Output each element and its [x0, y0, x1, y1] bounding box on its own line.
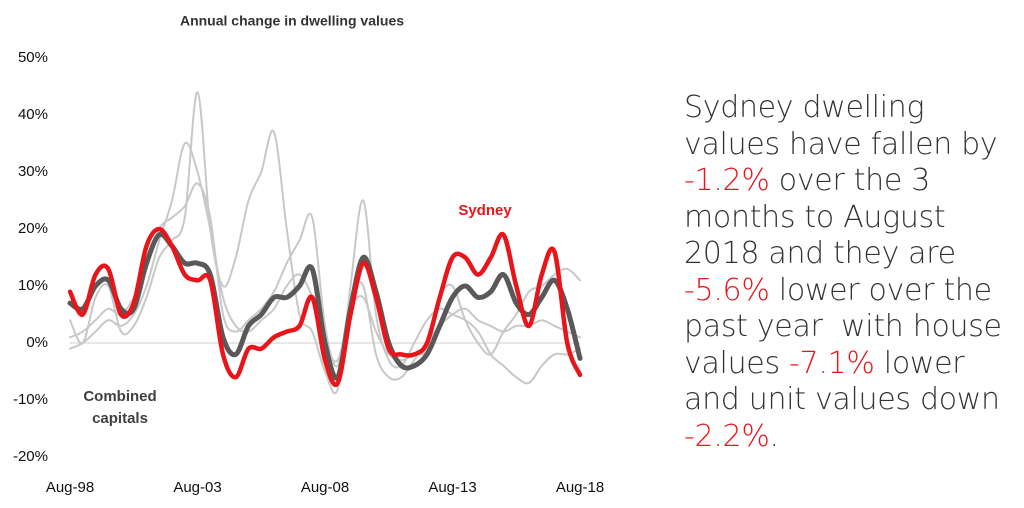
series-line [67, 226, 583, 387]
series-label: Sydney [458, 202, 512, 219]
callout-segment: -1.2% [684, 163, 770, 198]
callout-segment: -7.1% [789, 345, 875, 381]
callout-segment: -2.2% [684, 418, 770, 454]
y-tick-label: 40% [18, 106, 48, 123]
x-tick-label: Aug-18 [556, 479, 604, 496]
callout-segment: . [769, 418, 780, 454]
callout-segment: Sydney dwelling values have fallen by [684, 90, 1007, 162]
callout-segment: -5.6% [684, 272, 770, 308]
y-tick-label: 20% [18, 220, 48, 237]
callout-segment: over the 3 months to August 2018 and the… [684, 163, 966, 271]
y-tick-label: 0% [26, 334, 48, 351]
callout-segment: lower over the past year with house valu… [684, 272, 1011, 381]
y-tick-label: 10% [18, 277, 48, 294]
y-tick-label: 50% [18, 49, 48, 66]
y-tick-label: -20% [13, 448, 48, 465]
callout-segment: lower and unit values down [684, 345, 1009, 418]
x-tick-label: Aug-08 [301, 479, 349, 496]
chart: Annual change in dwelling values -20% -10… [13, 13, 604, 496]
series-label: Combined capitals [83, 388, 157, 427]
x-tick-label: Aug-98 [46, 479, 94, 496]
callout-text: Sydney dwelling values have fallen by -1… [684, 90, 1019, 455]
series-line [67, 231, 583, 381]
x-tick-label: Aug-03 [173, 479, 221, 496]
chart-title: Annual change in dwelling values [180, 13, 404, 29]
x-tick-label: Aug-13 [428, 479, 476, 496]
y-tick-label: -10% [13, 391, 48, 408]
y-tick-label: 30% [18, 163, 48, 180]
